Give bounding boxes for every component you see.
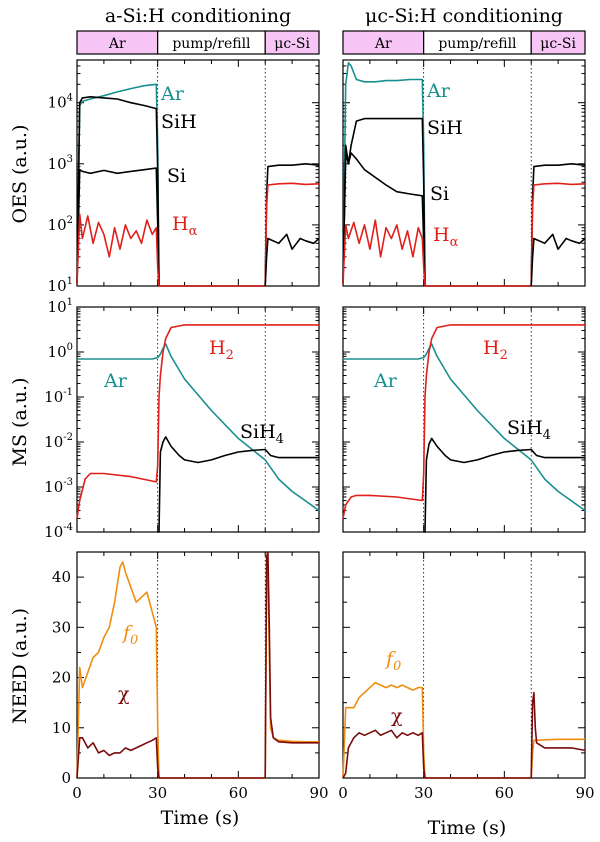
column-title-asi: a-Si:H conditioning	[105, 5, 291, 27]
xlabel-right: Time (s)	[428, 817, 507, 839]
oes-1-series-sih	[342, 117, 586, 287]
need-0-frame	[76, 551, 320, 779]
oes-1-series-ar	[342, 62, 426, 287]
oes-1-series-ha	[342, 182, 586, 287]
oes-0-ytick-label-2: 103	[48, 154, 73, 173]
need-0-ytick-label-4: 40	[52, 568, 71, 586]
phase-segment-0-2	[264, 30, 320, 55]
oes-0-series-ar	[76, 83, 160, 287]
need-1-xtick-label-0: 0	[338, 784, 348, 802]
need-0-label-f0: f0	[121, 622, 138, 648]
oes-0-series-sih	[76, 96, 320, 287]
oes-0-ytick-label-1: 102	[48, 215, 73, 234]
oes-1-series-si	[342, 152, 426, 287]
panel-ms-0: 10-4 10-3 10-2 10-1 100 101 Ar H2 SiH4	[44, 297, 320, 541]
need-0-xtick-label-0: 0	[72, 784, 82, 802]
phase-label-0-0: Ar	[108, 36, 126, 52]
oes-0-series-ha	[76, 182, 320, 287]
oes-0-series-si	[76, 167, 160, 287]
need-0-ytick-label-1: 10	[52, 719, 71, 737]
panel-need-1: f0 χ 0 30 60 90	[338, 551, 595, 802]
panel-oes-0: 101 102 103 104 Ar SiH Si Hα	[48, 59, 320, 295]
ylabel-need: NEED (a.u.)	[9, 608, 31, 724]
ms-1-series-h2	[342, 324, 585, 519]
oes-1-label-sih: SiH	[427, 117, 463, 139]
ms-0-ytick-label-2: 10-2	[44, 432, 73, 451]
ms-1-label-h2: H2	[483, 337, 508, 363]
column-title-ucsi: μc-Si:H conditioning	[365, 5, 563, 27]
panel-need-0: 0 10 20 30 40 f0 χ 0 30 60 90	[52, 551, 329, 802]
ms-1-series-ar	[343, 343, 586, 512]
oes-1-label-ha: Hα	[433, 224, 459, 250]
panel-ms-1: Ar H2 SiH4	[342, 306, 586, 533]
need-1-frame	[342, 551, 586, 779]
oes-1-label-ar: Ar	[426, 80, 451, 102]
oes-0-series-si-uc	[264, 233, 320, 287]
need-0-ytick-label-2: 20	[52, 669, 71, 687]
need-1-xtick-label-2: 60	[495, 784, 514, 802]
ms-0-ytick-label-0: 10-4	[44, 522, 73, 541]
xlabel-left: Time (s)	[161, 807, 240, 829]
phase-label-1-0: Ar	[374, 36, 392, 52]
oes-0-label-si: Si	[167, 165, 186, 187]
need-0-xtick-label-3: 90	[309, 784, 328, 802]
panel-oes-1: Ar SiH Si Hα	[342, 59, 586, 287]
oes-1-label-si: Si	[430, 183, 449, 205]
ms-1-series-sih4	[423, 437, 585, 533]
oes-0-label-sih: SiH	[161, 111, 197, 133]
ms-0-label-h2: H2	[209, 337, 234, 363]
oes-0-label-ha: Hα	[172, 213, 198, 239]
ms-0-ytick-label-3: 10-1	[44, 387, 73, 406]
ms-0-series-h2	[76, 324, 319, 519]
phase-label-1-1: pump/refill	[438, 36, 517, 52]
oes-0-ytick-label-0: 101	[48, 276, 73, 295]
ylabel-ms: MS (a.u.)	[9, 378, 31, 467]
ms-0-ytick-label-1: 10-3	[44, 477, 73, 496]
oes-1-series-si-uc	[530, 233, 586, 287]
need-0-ytick-label-0: 0	[61, 769, 71, 787]
phase-segment-1-2	[530, 30, 586, 55]
need-1-xtick-label-1: 30	[414, 784, 433, 802]
ms-1-label-sih4: SiH4	[507, 417, 551, 443]
need-0-series-f0	[76, 561, 319, 779]
ms-0-label-sih4: SiH4	[240, 421, 284, 447]
need-0-xtick-label-2: 60	[229, 784, 248, 802]
need-1-series-f0	[342, 681, 585, 779]
oes-0-label-ar: Ar	[160, 83, 185, 105]
need-1-series-chi	[342, 691, 586, 779]
ms-0-series-sih4	[157, 436, 319, 533]
phase-label-0-1: pump/refill	[172, 36, 251, 52]
ms-0-frame	[76, 306, 320, 533]
ms-0-ytick-label-4: 100	[48, 342, 73, 361]
ms-0-label-ar: Ar	[103, 370, 128, 392]
ms-1-label-ar: Ar	[373, 370, 398, 392]
phase-label-1-2: μc-Si	[540, 36, 576, 52]
need-1-label-chi: χ	[391, 705, 403, 727]
need-1-xtick-label-3: 90	[575, 784, 594, 802]
ms-0-ytick-label-5: 101	[48, 297, 73, 316]
need-0-xtick-label-1: 30	[148, 784, 167, 802]
need-0-ytick-label-3: 30	[52, 618, 71, 636]
phase-label-0-2: μc-Si	[274, 36, 310, 52]
need-1-label-f0: f0	[384, 648, 401, 674]
ms-0-series-ar	[77, 343, 320, 512]
need-0-series-chi	[76, 551, 319, 779]
need-0-label-chi: χ	[118, 683, 130, 705]
ms-1-frame	[342, 306, 586, 533]
ylabel-oes: OES (a.u.)	[9, 125, 31, 224]
oes-0-ytick-label-3: 104	[48, 93, 73, 112]
